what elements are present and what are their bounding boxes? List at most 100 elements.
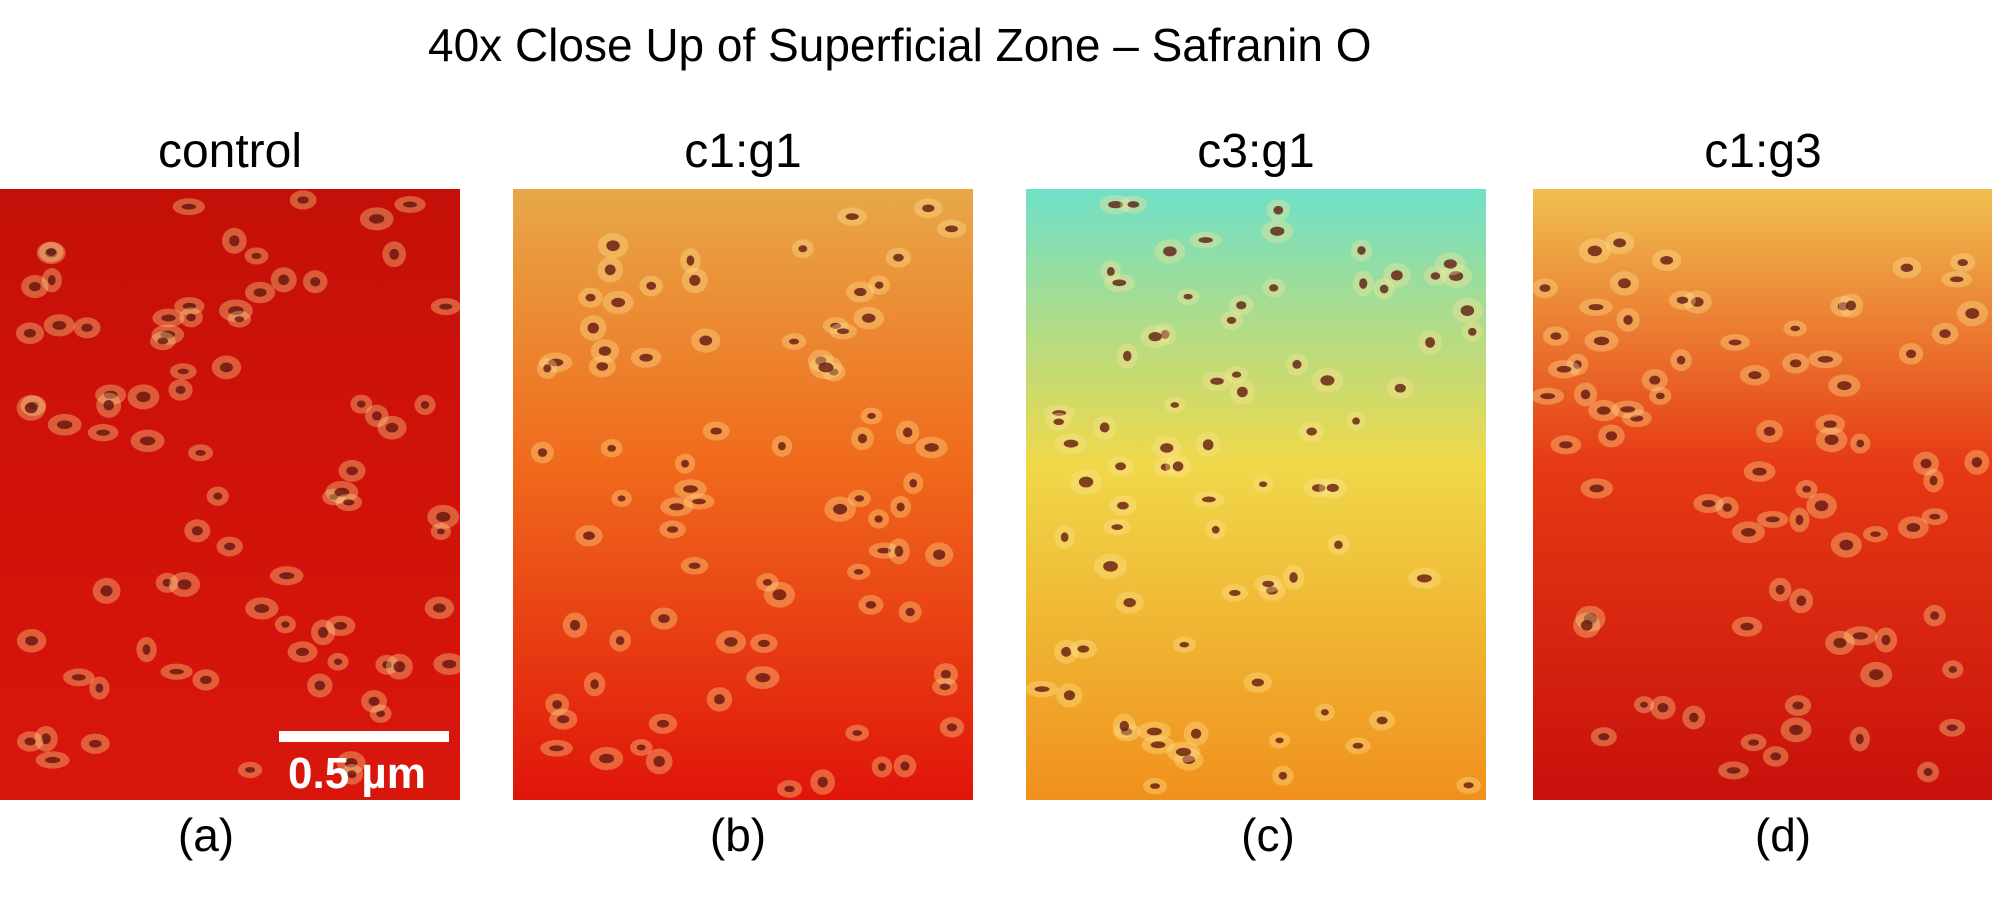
chondrocyte-nucleus	[442, 659, 457, 669]
chondrocyte-nucleus	[699, 335, 713, 346]
chondrocyte-nucleus	[1430, 272, 1441, 280]
chondrocyte-nucleus	[1202, 439, 1214, 451]
chondrocyte-nucleus	[789, 338, 800, 345]
chondrocyte-nucleus	[1099, 422, 1110, 433]
chondrocyte-nucleus	[1053, 418, 1065, 426]
chondrocyte-nucleus	[604, 264, 616, 276]
chondrocyte-nucleus	[617, 495, 626, 502]
chondrocyte-nucleus	[161, 314, 176, 322]
chondrocyte-nucleus	[1160, 443, 1174, 453]
chondrocyte-nucleus	[47, 275, 56, 286]
chondrocyte-nucleus	[24, 402, 38, 414]
chondrocyte-nucleus	[666, 526, 679, 533]
scale-bar-label: 0.5 µm	[288, 749, 426, 798]
chondrocyte-nucleus	[181, 203, 197, 210]
chondrocyte-nucleus	[1117, 501, 1129, 510]
chondrocyte-nucleus	[784, 785, 795, 793]
chondrocyte-nucleus	[1796, 595, 1807, 607]
chondrocyte-nucleus	[368, 696, 380, 706]
chondrocyte-nucleus	[1748, 739, 1759, 746]
chondrocyte-nucleus	[1869, 669, 1884, 680]
chondrocyte-nucleus	[549, 745, 564, 752]
chondrocyte-nucleus	[1390, 270, 1403, 281]
chondrocyte-nucleus	[1588, 303, 1604, 311]
chondrocyte-nucleus	[1630, 415, 1644, 422]
chondrocyte-nucleus	[1229, 589, 1241, 597]
chondrocyte-nucleus	[234, 316, 245, 323]
caption-c: (c)	[1241, 809, 1295, 861]
chondrocyte-nucleus	[1965, 308, 1980, 319]
chondrocyte-nucleus	[557, 715, 570, 724]
chondrocyte-nucleus	[1837, 302, 1849, 311]
chondrocyte-nucleus	[1278, 771, 1288, 780]
chondrocyte-nucleus	[874, 281, 884, 289]
chondrocyte-nucleus	[940, 669, 951, 679]
chondrocyte-nucleus	[88, 739, 102, 748]
chondrocyte-nucleus	[1923, 767, 1933, 777]
chondrocyte-nucleus	[1881, 634, 1891, 646]
chondrocyte-nucleus	[1376, 716, 1388, 725]
chondrocyte-nucleus	[136, 391, 151, 403]
chondrocyte-nucleus	[1108, 201, 1123, 209]
chondrocyte-nucleus	[372, 411, 382, 421]
chondrocyte-nucleus	[1352, 417, 1360, 425]
chondrocyte-nucleus	[1792, 701, 1804, 710]
chondrocyte-nucleus	[1289, 572, 1298, 583]
chondrocyte-nucleus	[52, 320, 67, 330]
chondrocyte-nucleus	[103, 399, 114, 411]
chondrocyte-nucleus	[403, 201, 417, 208]
chondrocyte-nucleus	[245, 767, 256, 773]
chondrocyte-nucleus	[436, 511, 451, 522]
chondrocyte-nucleus	[611, 297, 626, 308]
chondrocyte-nucleus	[1852, 632, 1868, 640]
chondrocyte-nucleus	[1802, 485, 1812, 493]
chondrocyte-nucleus	[1946, 724, 1958, 731]
chondrocyte-nucleus	[1077, 645, 1090, 653]
chondrocyte-nucleus	[56, 420, 73, 430]
micrograph-c3g1	[1026, 189, 1486, 800]
chondrocyte-nucleus	[777, 441, 786, 451]
chondrocyte-nucleus	[382, 660, 392, 669]
chondrocyte-nucleus	[1123, 598, 1136, 608]
chondrocyte-nucleus	[1906, 522, 1921, 533]
chondrocyte-nucleus	[1855, 733, 1864, 745]
chondrocyte-nucleus	[103, 390, 118, 399]
chondrocyte-nucleus	[1357, 246, 1366, 255]
chondrocyte-nucleus	[656, 719, 670, 728]
chondrocyte-nucleus	[1198, 237, 1213, 244]
chondrocyte-nucleus	[24, 737, 36, 746]
chondrocyte-nucleus	[1210, 377, 1224, 385]
chondrocyte-nucleus	[1034, 686, 1050, 693]
chondrocyte-nucleus	[1775, 584, 1785, 595]
chondrocyte-nucleus	[356, 400, 366, 408]
chondrocyte-nucleus	[1463, 782, 1474, 789]
chondrocyte-nucleus	[1795, 514, 1804, 526]
chondrocyte-nucleus	[1657, 702, 1669, 713]
chondrocyte-nucleus	[333, 658, 343, 665]
chondrocyte-nucleus	[945, 225, 959, 233]
chondrocyte-nucleus	[142, 644, 151, 655]
chondrocyte-nucleus	[1587, 245, 1602, 257]
chondrocyte-nucleus	[195, 449, 206, 456]
chondrocyte-nucleus	[596, 362, 609, 371]
chondrocyte-nucleus	[436, 528, 445, 535]
chondrocyte-nucleus	[1359, 278, 1368, 289]
chondrocyte-nucleus	[902, 427, 913, 438]
chondrocyte-nucleus	[1971, 457, 1983, 468]
chondrocyte-nucleus	[1236, 301, 1247, 310]
micrograph-c1g1-image	[513, 189, 973, 800]
chondrocyte-nucleus	[1262, 580, 1275, 588]
chondrocyte-nucleus	[329, 494, 339, 500]
chondrocyte-nucleus	[1752, 467, 1767, 476]
micrograph-c1g3	[1533, 189, 1992, 800]
chondrocyte-nucleus	[837, 328, 850, 335]
chondrocyte-nucleus	[1556, 365, 1572, 373]
chondrocyte-nucleus	[1580, 620, 1593, 631]
chondrocyte-nucleus	[861, 313, 876, 323]
chondrocyte-nucleus	[569, 619, 581, 631]
chondrocyte-nucleus	[1845, 300, 1857, 311]
chondrocyte-nucleus	[854, 495, 865, 502]
chondrocyte-nucleus	[1190, 728, 1202, 739]
chondrocyte-nucleus	[893, 253, 904, 262]
panel-label-c3g1: c3:g1	[1197, 125, 1315, 178]
